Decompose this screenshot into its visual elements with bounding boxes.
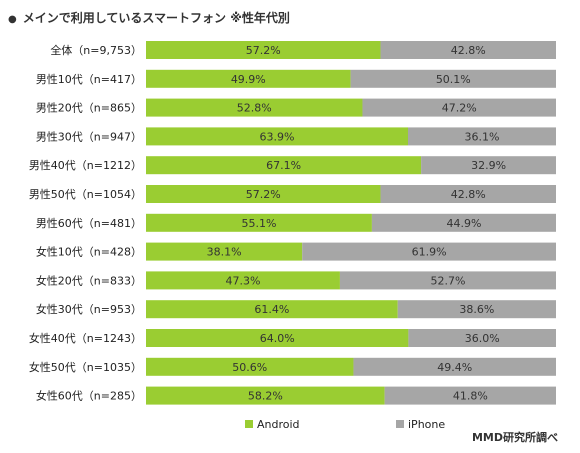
android-bar [146,156,422,175]
category-label: 男性50代（n=1054） [29,187,142,201]
data-label: 55.1% [241,217,276,230]
iphone-bar [397,300,556,319]
iphone-bar [302,242,556,261]
data-label: 42.8% [451,188,486,201]
iphone-bar [421,156,556,175]
data-label: 49.9% [231,73,266,86]
iphone-legend-label: iPhone [408,418,445,431]
iphone-bar [339,271,556,290]
data-label: 64.0% [260,332,295,345]
category-label: 全体（n=9,753） [50,43,142,57]
data-label: 38.1% [207,246,242,259]
bullet-icon: ● [8,14,17,25]
data-label: 36.1% [465,130,500,143]
android-bar [146,300,398,319]
data-label: 63.9% [260,130,295,143]
android-bar [146,386,385,405]
data-label: 47.2% [442,102,477,115]
data-label: 61.4% [254,303,289,316]
data-label: 50.6% [232,361,267,374]
android-bar [146,357,354,376]
category-label: 女性10代（n=428） [36,245,142,259]
data-label: 50.1% [436,73,471,86]
data-label: 41.8% [453,390,488,403]
iphone-bar [380,41,556,59]
data-label: 61.9% [412,246,447,259]
iphone-bar [371,213,556,232]
category-label: 男性30代（n=947） [36,129,142,143]
category-label: 男性60代（n=481） [36,216,142,230]
data-label: 57.2% [246,188,281,201]
category-label: 女性20代（n=833） [36,273,142,287]
android-bar [146,213,372,232]
android-bar [146,41,381,59]
category-label: 女性40代（n=1243） [29,331,142,345]
android-bar [146,98,363,117]
category-label: 女性60代（n=285） [36,389,142,403]
iphone-bar [407,127,556,146]
data-label: 52.7% [430,274,465,287]
data-label: 58.2% [248,390,283,403]
data-label: 57.2% [246,44,281,57]
android-bar [146,185,381,203]
data-label: 47.3% [225,274,260,287]
data-label: 32.9% [471,159,506,172]
category-label: 男性40代（n=1212） [29,158,142,172]
category-label: 女性50代（n=1035） [29,360,142,374]
iphone-bar [408,329,556,347]
iphone-bar [384,386,556,405]
iphone-legend-swatch [396,420,404,428]
chart-title: ● メインで利用しているスマートフォン ※性年代別 [8,9,290,26]
data-label: 52.8% [237,102,272,115]
android-bar [146,69,351,88]
android-bar [146,271,340,290]
category-label: 女性30代（n=953） [36,302,142,316]
data-label: 44.9% [446,217,481,230]
category-label: 男性20代（n=865） [36,101,142,115]
source-note: MMD研究所調べ [471,431,558,444]
iphone-bar [380,185,556,203]
iphone-bar [362,98,556,117]
android-legend-label: Android [257,418,300,431]
iphone-bar [353,357,556,376]
android-bar [146,242,303,261]
chart-title-text: メインで利用しているスマートフォン ※性年代別 [22,11,290,25]
android-bar [146,127,408,146]
android-bar [146,329,409,347]
data-label: 49.4% [437,361,472,374]
data-label: 36.0% [465,332,500,345]
category-label: 男性10代（n=417） [36,72,142,86]
data-label: 42.8% [451,44,486,57]
iphone-bar [350,69,556,88]
data-label: 67.1% [266,159,301,172]
android-legend-swatch [245,420,253,428]
data-label: 38.6% [459,303,494,316]
